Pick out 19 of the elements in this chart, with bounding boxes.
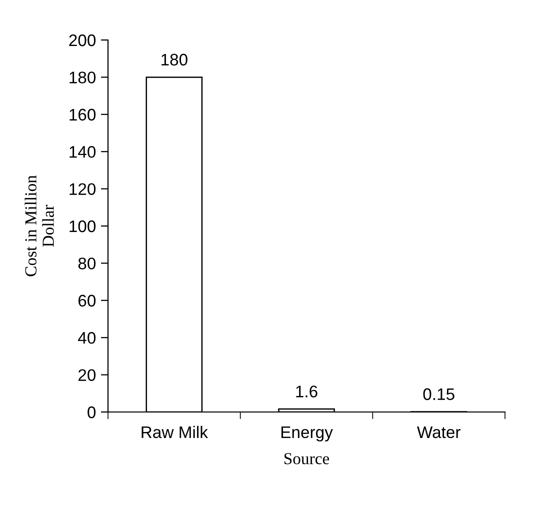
x-tick-label: Water	[416, 426, 460, 438]
y-tick-label: 0	[88, 406, 96, 418]
y-tick-label: 40	[78, 332, 96, 344]
y-tick-label: 60	[78, 294, 96, 307]
y-tick-label: 140	[70, 146, 96, 158]
y-tick-label: 160	[70, 108, 96, 121]
x-tick-label: Energy	[281, 426, 333, 442]
x-axis-title: Source	[284, 453, 330, 464]
y-tick-label: 20	[78, 369, 96, 382]
y-tick-label: 120	[70, 183, 96, 196]
x-tick-label: Raw Milk	[142, 426, 208, 438]
data-label: 0.15	[423, 388, 454, 400]
y-tick-label: 100	[70, 220, 96, 232]
y-tick-label: 80	[78, 258, 96, 270]
y-tick-label: 200	[69, 34, 96, 46]
y-tick-label: 180	[70, 72, 96, 84]
data-label: 180	[162, 54, 188, 66]
data-label: 1.6	[296, 386, 318, 398]
y-axis-title: Cost in Million Dollar	[24, 175, 54, 276]
